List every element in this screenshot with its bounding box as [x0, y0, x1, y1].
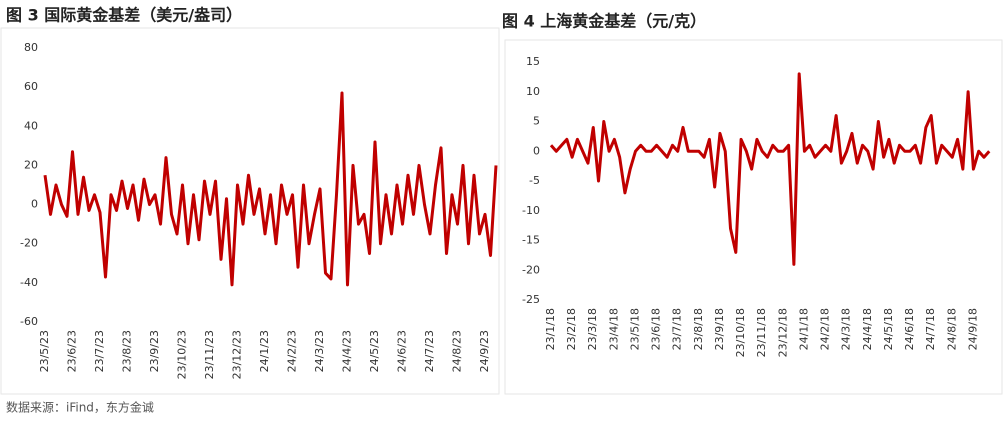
x-tick-label: 23/12/23 — [231, 330, 244, 379]
x-tick-label: 24/7/23 — [423, 330, 436, 372]
x-tick-label: 24/4/23 — [341, 330, 354, 372]
x-tick-label: 24/5/23 — [368, 330, 381, 372]
x-tick-label: 23/5/18 — [628, 308, 641, 350]
x-tick-label: 23/7/23 — [93, 330, 106, 372]
x-tick-label: 24/5/18 — [882, 308, 895, 350]
source-note: 数据来源：iFind，东方金诚 — [6, 400, 154, 415]
x-tick-label: 23/3/18 — [586, 308, 599, 350]
y-tick-label: 80 — [24, 41, 38, 54]
y-tick-label: -40 — [20, 276, 38, 289]
y-tick-label: 5 — [533, 115, 540, 128]
x-tick-label: 24/2/23 — [286, 330, 299, 372]
x-tick-label: 24/6/23 — [396, 330, 409, 372]
x-tick-label: 24/9/18 — [966, 308, 979, 350]
y-tick-label: -20 — [20, 237, 38, 250]
x-tick-label: 24/1/18 — [797, 308, 810, 350]
chart-title: 图 3 国际黄金基差（美元/盎司） — [6, 6, 242, 25]
chart-frame — [504, 39, 1003, 395]
chart-frame — [0, 27, 500, 395]
x-tick-label: 23/5/23 — [38, 330, 51, 372]
y-tick-label: -25 — [522, 293, 540, 306]
x-tick-label: 23/6/23 — [66, 330, 79, 372]
x-tick-label: 23/7/18 — [671, 308, 684, 350]
y-tick-label: 0 — [533, 144, 540, 157]
y-tick-label: -60 — [20, 315, 38, 328]
x-tick-label: 24/4/18 — [861, 308, 874, 350]
x-tick-label: 24/3/18 — [840, 308, 853, 350]
x-tick-label: 23/4/18 — [607, 308, 620, 350]
x-tick-label: 24/2/18 — [819, 308, 832, 350]
x-tick-label: 24/8/23 — [451, 330, 464, 372]
x-tick-label: 23/10/23 — [176, 330, 189, 379]
y-tick-label: 40 — [24, 119, 38, 132]
chart-title: 图 4 上海黄金基差（元/克） — [502, 12, 706, 31]
y-tick-label: 10 — [526, 85, 540, 98]
data-line — [549, 72, 991, 266]
x-tick-label: 24/7/18 — [924, 308, 937, 350]
y-tick-label: -10 — [522, 204, 540, 217]
y-tick-label: 0 — [31, 198, 38, 211]
y-tick-label: 20 — [24, 158, 38, 171]
x-tick-label: 24/9/23 — [478, 330, 491, 372]
x-tick-label: 23/11/18 — [755, 308, 768, 357]
x-tick-label: 23/9/23 — [148, 330, 161, 372]
x-tick-label: 23/2/18 — [565, 308, 578, 350]
x-tick-label: 23/1/18 — [544, 308, 557, 350]
x-tick-label: 23/6/18 — [650, 308, 663, 350]
x-tick-label: 23/9/18 — [713, 308, 726, 350]
x-tick-label: 23/8/18 — [692, 308, 705, 350]
x-tick-label: 24/6/18 — [903, 308, 916, 350]
x-tick-label: 23/11/23 — [203, 330, 216, 379]
x-tick-label: 24/8/18 — [945, 308, 958, 350]
x-tick-label: 23/12/18 — [776, 308, 789, 357]
y-tick-label: -20 — [522, 263, 540, 276]
y-tick-label: 15 — [526, 55, 540, 68]
data-line — [43, 91, 498, 287]
x-tick-label: 23/10/18 — [734, 308, 747, 357]
x-tick-label: 24/3/23 — [313, 330, 326, 372]
y-tick-label: -5 — [529, 174, 540, 187]
x-tick-label: 23/8/23 — [121, 330, 134, 372]
y-tick-label: -15 — [522, 234, 540, 247]
x-tick-label: 24/1/23 — [258, 330, 271, 372]
y-tick-label: 60 — [24, 80, 38, 93]
